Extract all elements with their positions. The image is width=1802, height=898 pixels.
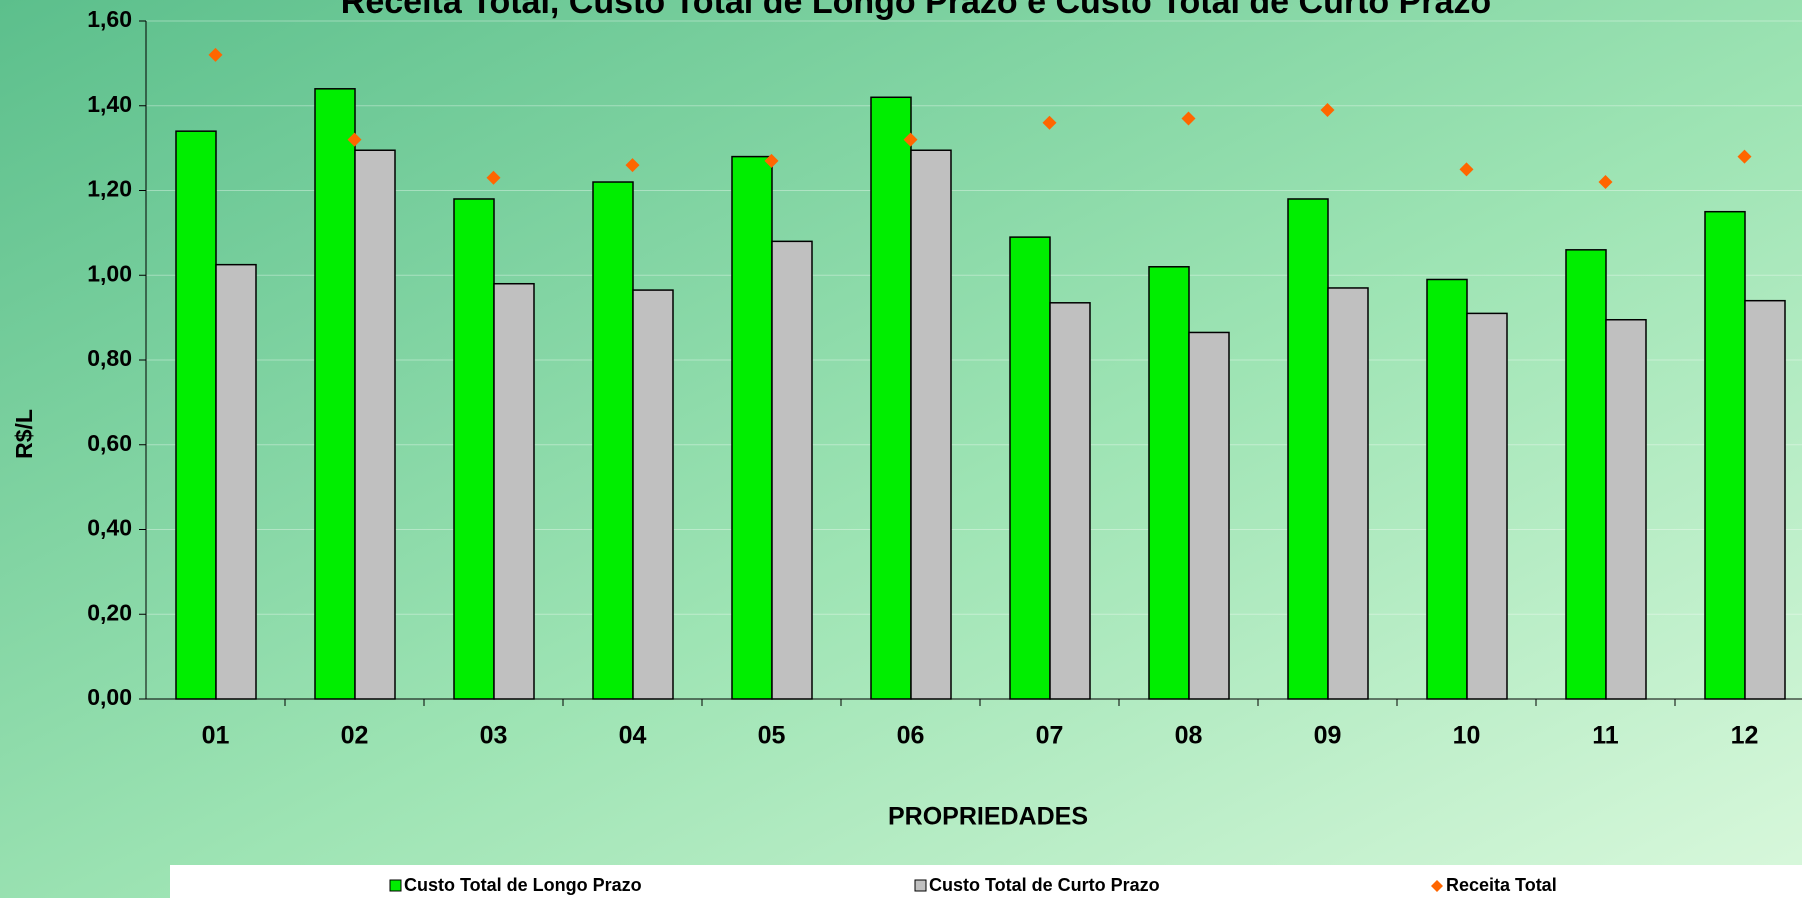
bar: [1287, 198, 1329, 700]
y-tick-label: 0,20: [87, 599, 132, 625]
marker: [208, 47, 223, 62]
bar: [1426, 278, 1468, 700]
x-tick-label: 03: [480, 722, 508, 750]
bar: [731, 155, 773, 700]
y-axis-label: R$/L: [11, 409, 37, 459]
y-tick-label: 0,60: [87, 430, 132, 456]
legend-swatch: [1431, 880, 1443, 892]
marker: [486, 170, 501, 185]
marker: [1598, 175, 1613, 190]
bar: [314, 88, 356, 700]
legend-label: Custo Total de Longo Prazo: [404, 875, 642, 895]
bar: [1704, 210, 1746, 700]
bar: [1188, 331, 1230, 700]
marker: [764, 153, 779, 168]
x-tick-label: 11: [1592, 722, 1619, 750]
x-tick-label: 08: [1175, 722, 1203, 750]
bar: [1605, 318, 1647, 700]
bar: [354, 149, 396, 700]
marker: [625, 158, 640, 173]
x-tick-label: 01: [202, 722, 230, 750]
bar: [1148, 266, 1190, 700]
bar: [592, 181, 634, 700]
y-tick-label: 1,40: [87, 91, 132, 117]
y-tick-label: 0,00: [87, 684, 132, 710]
legend-box: [170, 865, 1802, 898]
marker: [1320, 102, 1335, 117]
x-axis-label: PROPRIEDADES: [888, 803, 1088, 831]
bar: [1565, 249, 1607, 700]
legend-label: Receita Total: [1446, 875, 1557, 895]
legend-label: Custo Total de Curto Prazo: [929, 875, 1160, 895]
x-tick-label: 04: [619, 722, 647, 750]
x-tick-label: 09: [1314, 722, 1342, 750]
bar: [1466, 312, 1508, 700]
x-tick-label: 05: [758, 722, 786, 750]
bar: [493, 282, 535, 700]
bar: [453, 198, 495, 700]
x-tick-label: 12: [1731, 722, 1759, 750]
marker: [1737, 149, 1752, 164]
y-tick-label: 1,60: [87, 6, 132, 32]
bar: [870, 96, 912, 700]
bar: [771, 240, 813, 700]
bar: [175, 130, 217, 700]
y-tick-label: 1,20: [87, 176, 132, 202]
legend-swatch: [389, 879, 402, 892]
chart-title: Receita Total, Custo Total de Longo Praz…: [341, 0, 1491, 21]
bar: [910, 149, 952, 700]
bar: [1049, 302, 1091, 700]
legend-swatch: [914, 879, 927, 892]
bar: [1744, 299, 1786, 700]
x-tick-label: 07: [1036, 722, 1064, 750]
bar: [215, 263, 257, 700]
x-tick-label: 02: [341, 722, 369, 750]
bar: [1009, 236, 1051, 700]
marker: [1181, 111, 1196, 126]
bar: [632, 289, 674, 700]
marker: [1459, 162, 1474, 177]
bar: [1327, 287, 1369, 700]
x-tick-label: 10: [1453, 722, 1481, 750]
marker: [1042, 115, 1057, 130]
marker: [903, 132, 918, 147]
y-tick-label: 0,80: [87, 345, 132, 371]
y-tick-label: 0,40: [87, 515, 132, 541]
y-tick-label: 1,00: [87, 260, 132, 286]
x-tick-label: 06: [897, 722, 925, 750]
marker: [347, 132, 362, 147]
